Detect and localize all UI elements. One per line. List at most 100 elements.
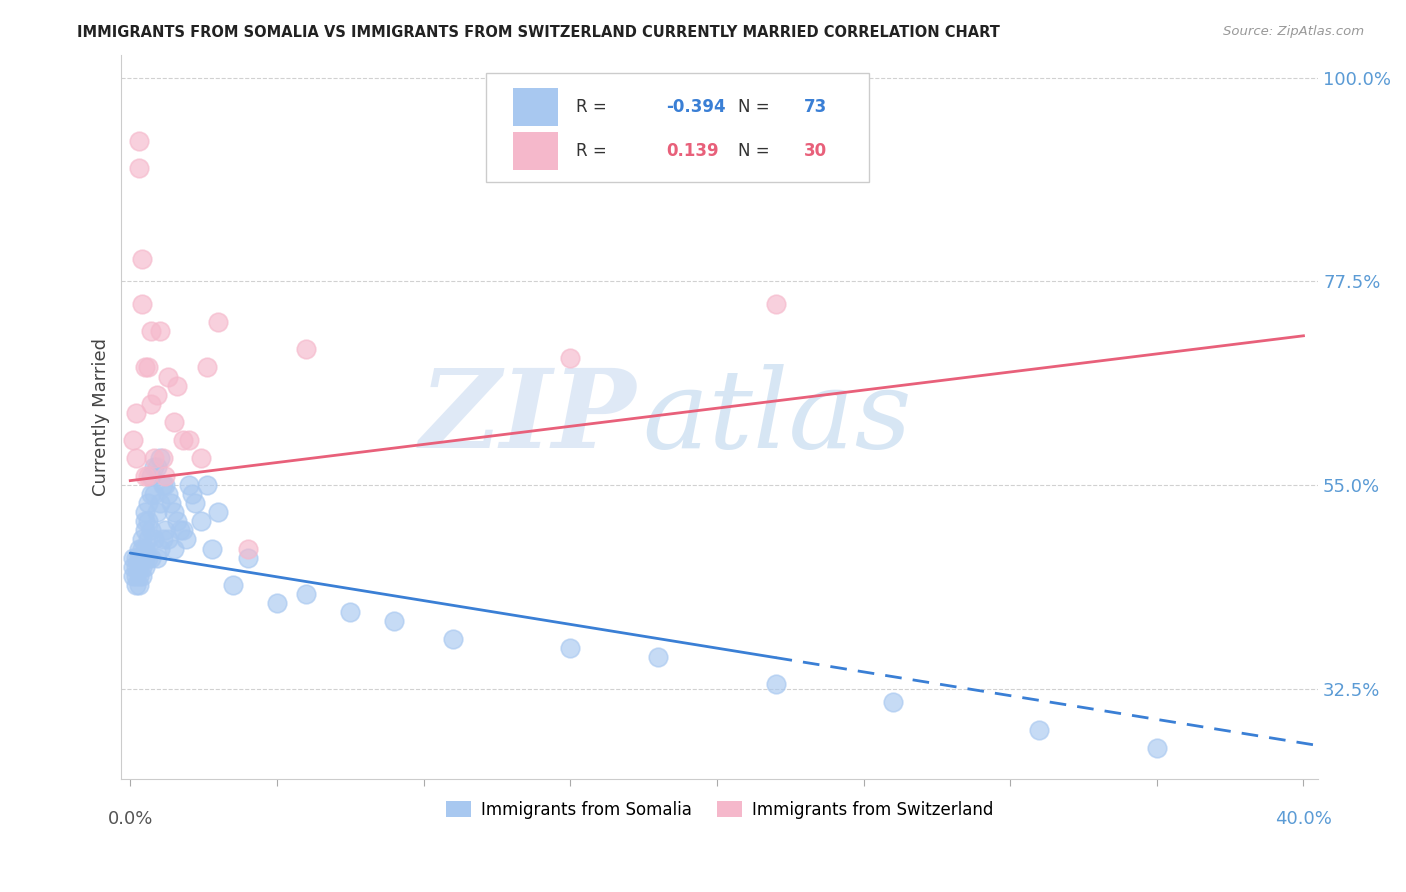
Point xyxy=(134,559,156,574)
Point xyxy=(152,533,174,547)
Point xyxy=(145,505,167,519)
Point xyxy=(765,677,787,691)
Point xyxy=(163,541,186,556)
Point xyxy=(131,559,153,574)
Point xyxy=(136,550,159,565)
Point xyxy=(190,514,212,528)
Text: Source: ZipAtlas.com: Source: ZipAtlas.com xyxy=(1223,25,1364,38)
Point xyxy=(266,596,288,610)
Point xyxy=(157,369,180,384)
Point xyxy=(1146,740,1168,755)
Point xyxy=(295,343,318,357)
Point xyxy=(201,541,224,556)
FancyBboxPatch shape xyxy=(486,73,869,182)
Point xyxy=(139,397,162,411)
Point xyxy=(157,533,180,547)
Point xyxy=(136,533,159,547)
Point xyxy=(339,605,361,619)
Point xyxy=(145,550,167,565)
Text: 40.0%: 40.0% xyxy=(1275,810,1331,828)
Point xyxy=(125,568,148,582)
Text: IMMIGRANTS FROM SOMALIA VS IMMIGRANTS FROM SWITZERLAND CURRENTLY MARRIED CORRELA: IMMIGRANTS FROM SOMALIA VS IMMIGRANTS FR… xyxy=(77,25,1000,40)
Point xyxy=(295,587,318,601)
Point xyxy=(136,496,159,510)
Point xyxy=(166,378,188,392)
Point xyxy=(195,360,218,375)
Point xyxy=(145,460,167,475)
Point xyxy=(139,324,162,338)
Point xyxy=(647,650,669,665)
Point xyxy=(382,614,405,628)
Point xyxy=(236,550,259,565)
Point xyxy=(882,695,904,709)
Point xyxy=(190,450,212,465)
Point xyxy=(148,496,170,510)
Point xyxy=(122,568,145,582)
Text: -0.394: -0.394 xyxy=(666,98,725,116)
Text: 73: 73 xyxy=(804,98,827,116)
Point xyxy=(131,533,153,547)
Text: R =: R = xyxy=(576,98,612,116)
Point xyxy=(122,550,145,565)
Point xyxy=(184,496,207,510)
Point xyxy=(125,578,148,592)
Point xyxy=(128,559,150,574)
Point xyxy=(155,524,177,538)
Point xyxy=(136,469,159,483)
Point xyxy=(195,478,218,492)
Point xyxy=(142,450,165,465)
Point xyxy=(222,578,245,592)
Point xyxy=(134,541,156,556)
Point xyxy=(128,578,150,592)
Point xyxy=(125,550,148,565)
Point xyxy=(152,450,174,465)
Point xyxy=(160,496,183,510)
Point xyxy=(152,478,174,492)
Point xyxy=(139,469,162,483)
Point xyxy=(560,641,582,656)
Text: 0.0%: 0.0% xyxy=(107,810,153,828)
Point xyxy=(128,161,150,176)
Point xyxy=(1028,723,1050,737)
Point xyxy=(131,550,153,565)
Legend: Immigrants from Somalia, Immigrants from Switzerland: Immigrants from Somalia, Immigrants from… xyxy=(440,794,1000,825)
Text: R =: R = xyxy=(576,142,612,160)
Text: ZIP: ZIP xyxy=(419,364,636,471)
Point xyxy=(134,469,156,483)
Point xyxy=(142,533,165,547)
Point xyxy=(155,469,177,483)
Point xyxy=(131,297,153,311)
Point xyxy=(155,478,177,492)
Text: N =: N = xyxy=(738,98,775,116)
Point xyxy=(134,360,156,375)
Point xyxy=(560,351,582,366)
Point xyxy=(142,460,165,475)
Text: N =: N = xyxy=(738,142,775,160)
Point xyxy=(128,550,150,565)
Point xyxy=(134,514,156,528)
Point xyxy=(172,433,194,447)
Bar xyxy=(513,88,558,126)
Point xyxy=(163,505,186,519)
Point xyxy=(125,559,148,574)
Point xyxy=(163,415,186,429)
Point xyxy=(134,524,156,538)
Point xyxy=(131,541,153,556)
Point xyxy=(166,514,188,528)
Point xyxy=(122,559,145,574)
Point xyxy=(136,514,159,528)
Text: 30: 30 xyxy=(804,142,827,160)
Point xyxy=(142,487,165,501)
Point xyxy=(177,478,200,492)
Point xyxy=(128,568,150,582)
Point xyxy=(139,550,162,565)
Point xyxy=(128,134,150,148)
Point xyxy=(134,505,156,519)
Text: 0.139: 0.139 xyxy=(666,142,718,160)
Point xyxy=(125,406,148,420)
Point xyxy=(765,297,787,311)
Point xyxy=(145,387,167,401)
Point xyxy=(148,541,170,556)
Point xyxy=(148,450,170,465)
Point xyxy=(139,524,162,538)
